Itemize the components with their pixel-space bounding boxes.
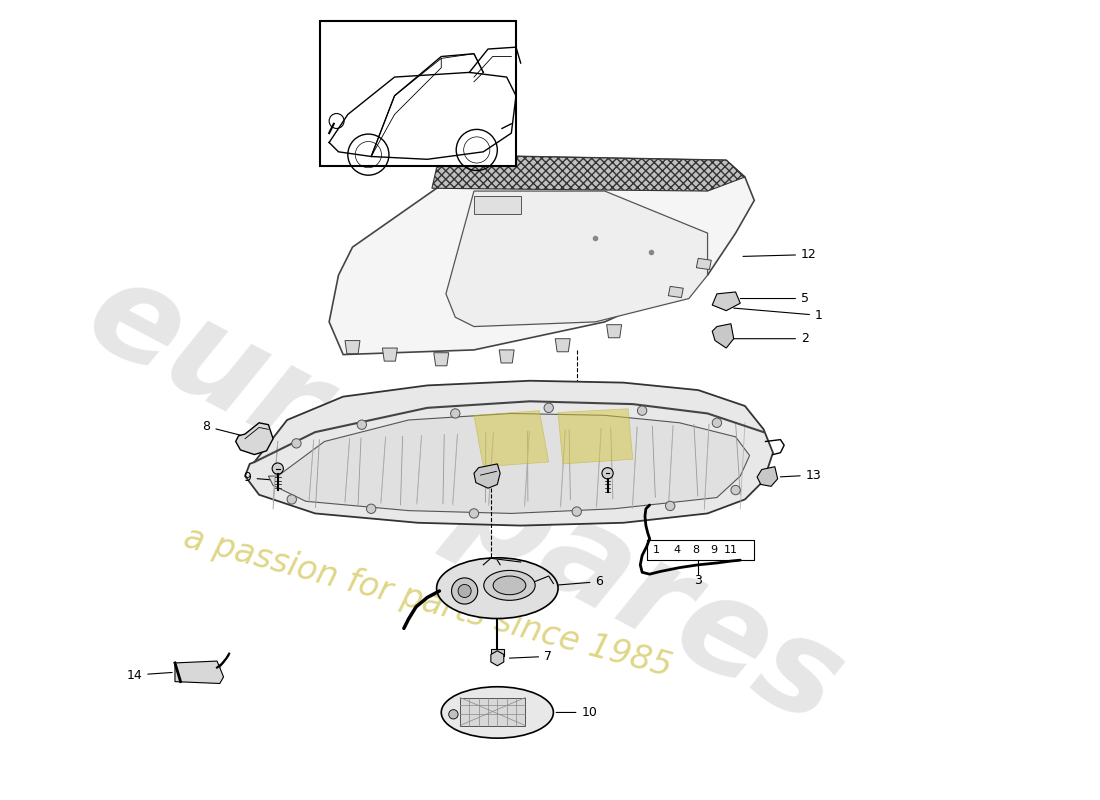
Text: 5: 5 [740, 292, 808, 305]
Polygon shape [446, 191, 707, 326]
Polygon shape [474, 410, 549, 466]
Text: 1: 1 [734, 308, 823, 322]
Ellipse shape [441, 686, 553, 738]
Polygon shape [235, 422, 273, 454]
Circle shape [272, 463, 284, 474]
Polygon shape [556, 338, 570, 352]
Circle shape [287, 494, 296, 504]
Circle shape [638, 406, 647, 415]
Text: 8: 8 [692, 545, 698, 555]
Circle shape [602, 468, 613, 479]
Polygon shape [558, 409, 632, 464]
Bar [474, 196, 520, 214]
Text: 11: 11 [724, 545, 738, 555]
Bar [320, 21, 516, 166]
Text: 4: 4 [673, 545, 680, 555]
Text: 5: 5 [573, 480, 601, 497]
Circle shape [730, 486, 740, 494]
Polygon shape [329, 155, 755, 354]
Circle shape [666, 502, 675, 510]
Text: 10: 10 [557, 706, 597, 719]
Text: 12: 12 [742, 248, 816, 261]
Circle shape [544, 403, 553, 413]
Bar [491, 649, 504, 656]
Polygon shape [712, 292, 740, 310]
Text: 3: 3 [694, 574, 702, 587]
Text: 2: 2 [729, 332, 808, 345]
Polygon shape [268, 414, 749, 514]
Polygon shape [712, 324, 734, 348]
Ellipse shape [437, 558, 558, 618]
Polygon shape [491, 650, 504, 666]
Ellipse shape [484, 570, 536, 600]
Circle shape [449, 710, 458, 719]
Ellipse shape [493, 576, 526, 594]
Polygon shape [606, 325, 621, 338]
Text: 1: 1 [652, 545, 660, 555]
Circle shape [572, 507, 582, 516]
Polygon shape [499, 350, 514, 363]
Circle shape [292, 438, 301, 448]
Circle shape [366, 504, 376, 514]
Text: 7: 7 [509, 650, 552, 663]
Text: 6: 6 [557, 575, 603, 588]
Text: 8: 8 [202, 420, 241, 435]
Polygon shape [383, 348, 397, 361]
Bar [460, 698, 526, 726]
Circle shape [712, 418, 722, 427]
Polygon shape [345, 341, 360, 354]
Text: eurospares: eurospares [66, 247, 864, 751]
Text: 13: 13 [780, 469, 822, 482]
Circle shape [451, 578, 477, 604]
Text: 9: 9 [711, 545, 717, 555]
Polygon shape [175, 661, 223, 683]
Circle shape [451, 409, 460, 418]
Circle shape [458, 585, 471, 598]
Polygon shape [245, 381, 773, 526]
Text: 9: 9 [244, 471, 279, 485]
Polygon shape [696, 258, 712, 270]
Text: 11: 11 [426, 469, 473, 482]
Text: 14: 14 [126, 669, 173, 682]
Polygon shape [433, 353, 449, 366]
Text: a passion for parts since 1985: a passion for parts since 1985 [179, 521, 675, 683]
Polygon shape [474, 464, 500, 488]
Circle shape [470, 509, 478, 518]
Circle shape [358, 420, 366, 430]
Polygon shape [669, 286, 683, 298]
Polygon shape [757, 466, 778, 486]
Polygon shape [432, 155, 745, 191]
